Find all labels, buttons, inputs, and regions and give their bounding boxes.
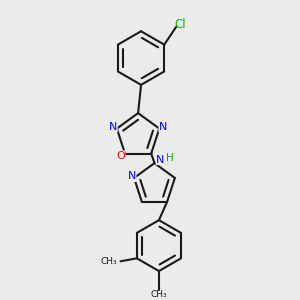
Text: N: N bbox=[109, 122, 117, 132]
Text: CH₃: CH₃ bbox=[100, 257, 117, 266]
Text: N: N bbox=[128, 172, 136, 182]
Text: O: O bbox=[116, 151, 125, 161]
Text: N: N bbox=[159, 122, 167, 132]
Text: N: N bbox=[156, 154, 165, 165]
Text: CH₃: CH₃ bbox=[151, 290, 167, 299]
Text: Cl: Cl bbox=[174, 18, 186, 31]
Text: H: H bbox=[166, 153, 174, 163]
